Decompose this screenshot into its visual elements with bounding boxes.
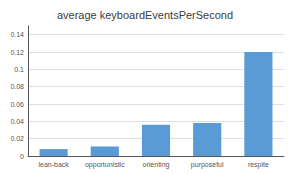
svg-text:average keyboardEventsPerSecon: average keyboardEventsPerSecond: [57, 9, 233, 21]
svg-text:orienting: orienting: [143, 161, 170, 169]
svg-text:0.08: 0.08: [10, 83, 24, 90]
svg-text:0.14: 0.14: [10, 31, 24, 38]
svg-text:0.06: 0.06: [10, 101, 24, 108]
svg-text:0.1: 0.1: [14, 66, 24, 73]
svg-text:0.02: 0.02: [10, 135, 24, 142]
svg-text:lean-back: lean-back: [38, 161, 69, 168]
svg-text:0: 0: [20, 153, 24, 160]
svg-text:respite: respite: [248, 161, 269, 169]
svg-text:0.04: 0.04: [10, 118, 24, 125]
svg-text:opportunistic: opportunistic: [85, 161, 125, 169]
svg-text:purposeful: purposeful: [191, 161, 224, 169]
svg-text:0.12: 0.12: [10, 49, 24, 56]
